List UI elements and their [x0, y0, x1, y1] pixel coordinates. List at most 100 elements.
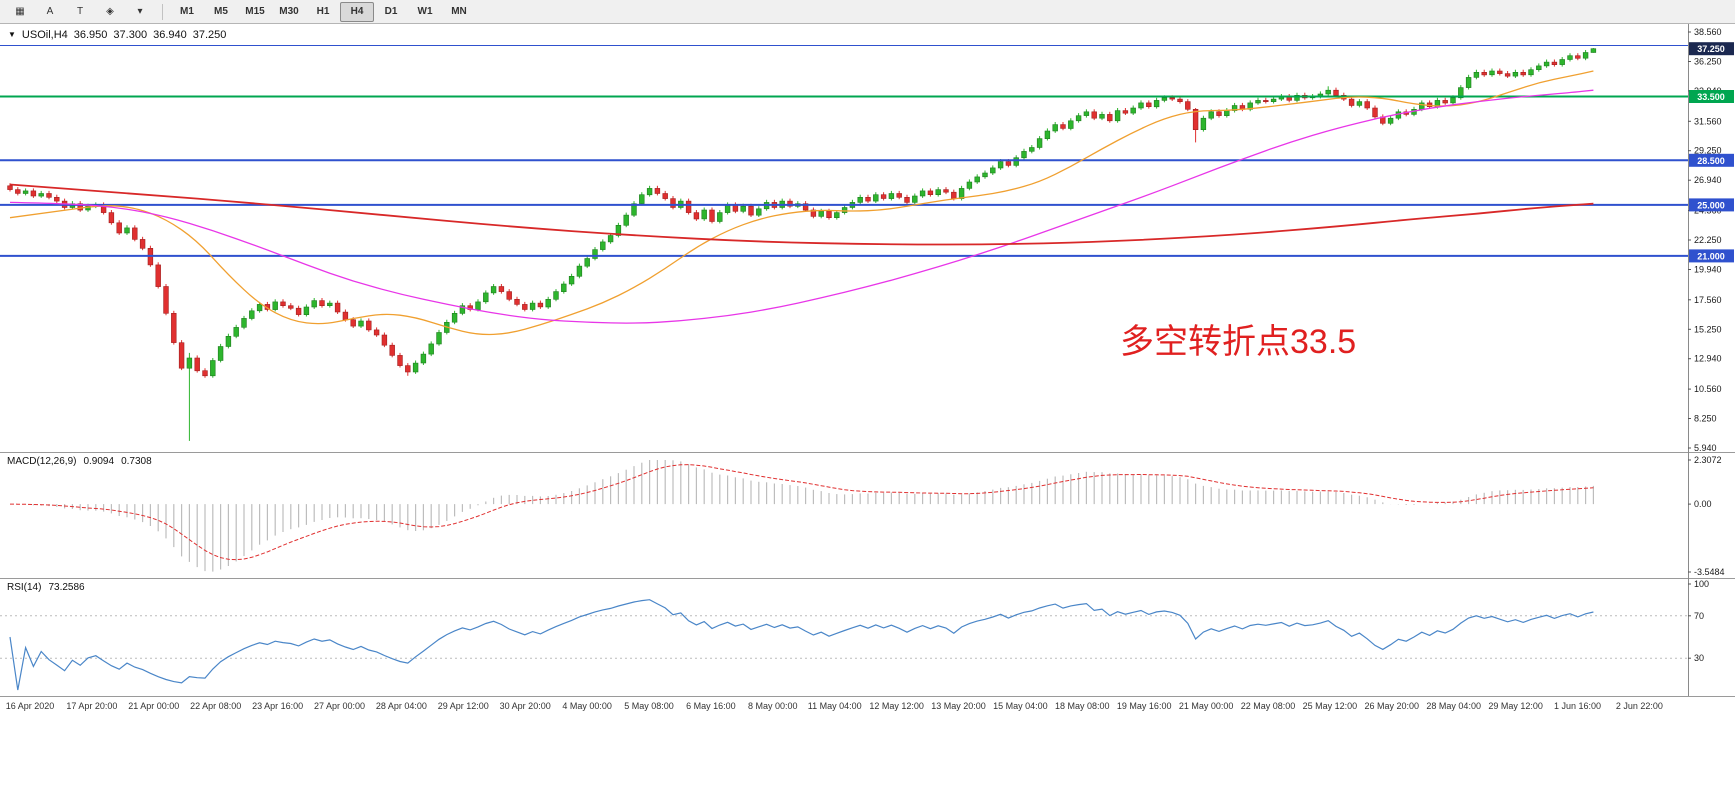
cursor-tool-icon[interactable]: A [46, 6, 54, 17]
time-label: 29 Apr 12:00 [437, 701, 489, 711]
svg-text:8.250: 8.250 [1694, 414, 1717, 424]
main-price-chart[interactable]: 38.56036.25033.94031.56029.25026.94024.5… [0, 24, 1735, 452]
svg-text:31.560: 31.560 [1694, 116, 1722, 126]
timeframe-button-m5[interactable]: M5 [214, 6, 228, 17]
time-label: 23 Apr 16:00 [252, 701, 304, 711]
ma-slow-line [9, 183, 1594, 246]
timeframe-button-h4[interactable]: H4 [340, 1, 374, 22]
timeframe-button-h1[interactable]: H1 [316, 6, 330, 17]
time-label: 21 Apr 00:00 [128, 701, 180, 711]
ohlc-low: 36.940 [153, 29, 187, 41]
ma-mid-line [9, 89, 1594, 324]
time-label: 22 Apr 08:00 [190, 701, 242, 711]
ohlc-close: 37.250 [192, 29, 227, 41]
svg-text:2.3072: 2.3072 [1694, 455, 1722, 465]
rsi-levels [0, 615, 1688, 659]
time-label: 26 May 20:00 [1364, 701, 1420, 711]
rsi-indicator-label: RSI(14) 73.2586 [7, 582, 85, 593]
time-label: 30 Apr 20:00 [499, 701, 551, 711]
rsi-panel[interactable]: 100 70 30 [0, 578, 1735, 696]
time-label: 21 May 00:00 [1178, 701, 1234, 711]
macd-name: MACD(12,26,9) [7, 456, 77, 467]
time-label: 25 May 12:00 [1302, 701, 1358, 711]
time-label: 5 May 08:00 [624, 701, 674, 711]
rsi-axis: 100 70 30 [1688, 578, 1709, 696]
chart-window-icon[interactable]: ▦ [15, 6, 25, 17]
time-label: 16 Apr 2020 [5, 701, 55, 711]
svg-text:22.250: 22.250 [1694, 235, 1722, 245]
time-label: 28 Apr 04:00 [375, 701, 427, 711]
toolbar-tool-group: ▦ A T ◈ ▾ [5, 2, 155, 22]
svg-text:28.500: 28.500 [1697, 156, 1725, 166]
axis-badge-28.500: 28.500 [1689, 153, 1734, 167]
rsi-name: RSI(14) [7, 582, 42, 593]
symbol-ohlc-header: ▼ USOil,H4 36.950 37.300 36.940 37.250 [8, 29, 226, 41]
svg-text:19.940: 19.940 [1694, 265, 1722, 275]
time-label: 13 May 20:00 [931, 701, 986, 711]
timeframe-button-w1[interactable]: W1 [417, 6, 433, 17]
horizontal-lines [0, 45, 1688, 257]
time-label: 17 Apr 20:00 [66, 701, 118, 711]
text-tool-icon[interactable]: T [76, 6, 84, 17]
macd-indicator-label: MACD(12,26,9) 0.9094 0.7308 [7, 456, 152, 467]
svg-text:25.000: 25.000 [1697, 200, 1725, 210]
macd-histogram [17, 460, 1595, 572]
time-label: 19 May 16:00 [1116, 701, 1172, 711]
svg-text:70: 70 [1694, 611, 1704, 621]
time-label: 8 May 00:00 [748, 701, 798, 711]
macd-signal-line [9, 464, 1594, 561]
ma-fast-line [9, 70, 1594, 336]
rsi-line [9, 599, 1594, 691]
svg-text:-3.5484: -3.5484 [1694, 567, 1725, 577]
ohlc-high: 37.300 [113, 29, 148, 41]
time-label: 22 May 08:00 [1240, 701, 1296, 711]
macd-axis: 2.3072 0.00 -3.5484 [1688, 452, 1725, 578]
price-axis-badges: 33.500 28.500 25.000 21.000 37.250 [1689, 42, 1734, 263]
time-label: 15 May 04:00 [993, 701, 1048, 711]
time-label: 18 May 08:00 [1055, 701, 1110, 711]
svg-text:30: 30 [1694, 653, 1704, 663]
time-label: 6 May 16:00 [686, 701, 736, 711]
timeframe-button-d1[interactable]: D1 [384, 6, 398, 17]
timeframe-button-m30[interactable]: M30 [279, 6, 299, 17]
svg-text:5.940: 5.940 [1694, 443, 1717, 452]
macd-main-value: 0.9094 [83, 456, 115, 467]
svg-text:21.000: 21.000 [1697, 251, 1725, 261]
toolbar-separator [162, 3, 163, 20]
axis-badge-21.000: 21.000 [1689, 249, 1734, 263]
time-label: 12 May 12:00 [869, 701, 924, 711]
svg-text:37.250: 37.250 [1697, 44, 1725, 54]
time-label: 2 Jun 22:00 [1615, 701, 1663, 711]
timeframe-button-m15[interactable]: M15 [245, 6, 265, 17]
timeframe-button-mn[interactable]: MN [451, 6, 467, 17]
rsi-value: 73.2586 [48, 582, 85, 593]
axis-badge-25.000: 25.000 [1689, 198, 1734, 212]
current-price-badge: 37.250 [1689, 42, 1734, 56]
svg-text:33.500: 33.500 [1697, 92, 1725, 102]
svg-text:29.250: 29.250 [1694, 146, 1722, 156]
svg-text:17.560: 17.560 [1694, 295, 1722, 305]
timeframe-button-m1[interactable]: M1 [180, 6, 194, 17]
symbol-name: USOil,H4 [21, 29, 68, 41]
svg-text:100: 100 [1694, 579, 1709, 589]
time-label: 28 May 04:00 [1426, 701, 1481, 711]
symbol-dropdown-icon[interactable]: ▼ [8, 30, 16, 39]
macd-panel[interactable]: 2.3072 0.00 -3.5484 [0, 452, 1735, 578]
svg-text:38.560: 38.560 [1694, 27, 1722, 37]
svg-text:26.940: 26.940 [1694, 175, 1722, 185]
ohlc-open: 36.950 [73, 29, 108, 41]
time-label: 4 May 00:00 [562, 701, 612, 711]
macd-signal-value: 0.7308 [121, 456, 152, 467]
drawing-tools-icon[interactable]: ◈ [106, 6, 114, 17]
time-label: 29 May 12:00 [1488, 701, 1543, 711]
time-axis: 16 Apr 2020 17 Apr 20:00 21 Apr 00:00 22 Ap… [0, 696, 1735, 794]
axis-badge-33.500: 33.500 [1689, 90, 1734, 103]
dropdown-caret-icon[interactable]: ▾ [137, 6, 143, 17]
candlesticks [7, 48, 1597, 441]
toolbar: ▦ A T ◈ ▾ M1 M5 M15 M30 H1 H4 D1 W1 MN [0, 0, 1735, 24]
svg-text:10.560: 10.560 [1694, 384, 1722, 394]
price-axis: 38.56036.25033.94031.56029.25026.94024.5… [1688, 24, 1722, 452]
chart-annotation-text[interactable]: 多空转折点33.5 [1120, 323, 1357, 361]
time-label: 27 Apr 00:00 [313, 701, 366, 711]
